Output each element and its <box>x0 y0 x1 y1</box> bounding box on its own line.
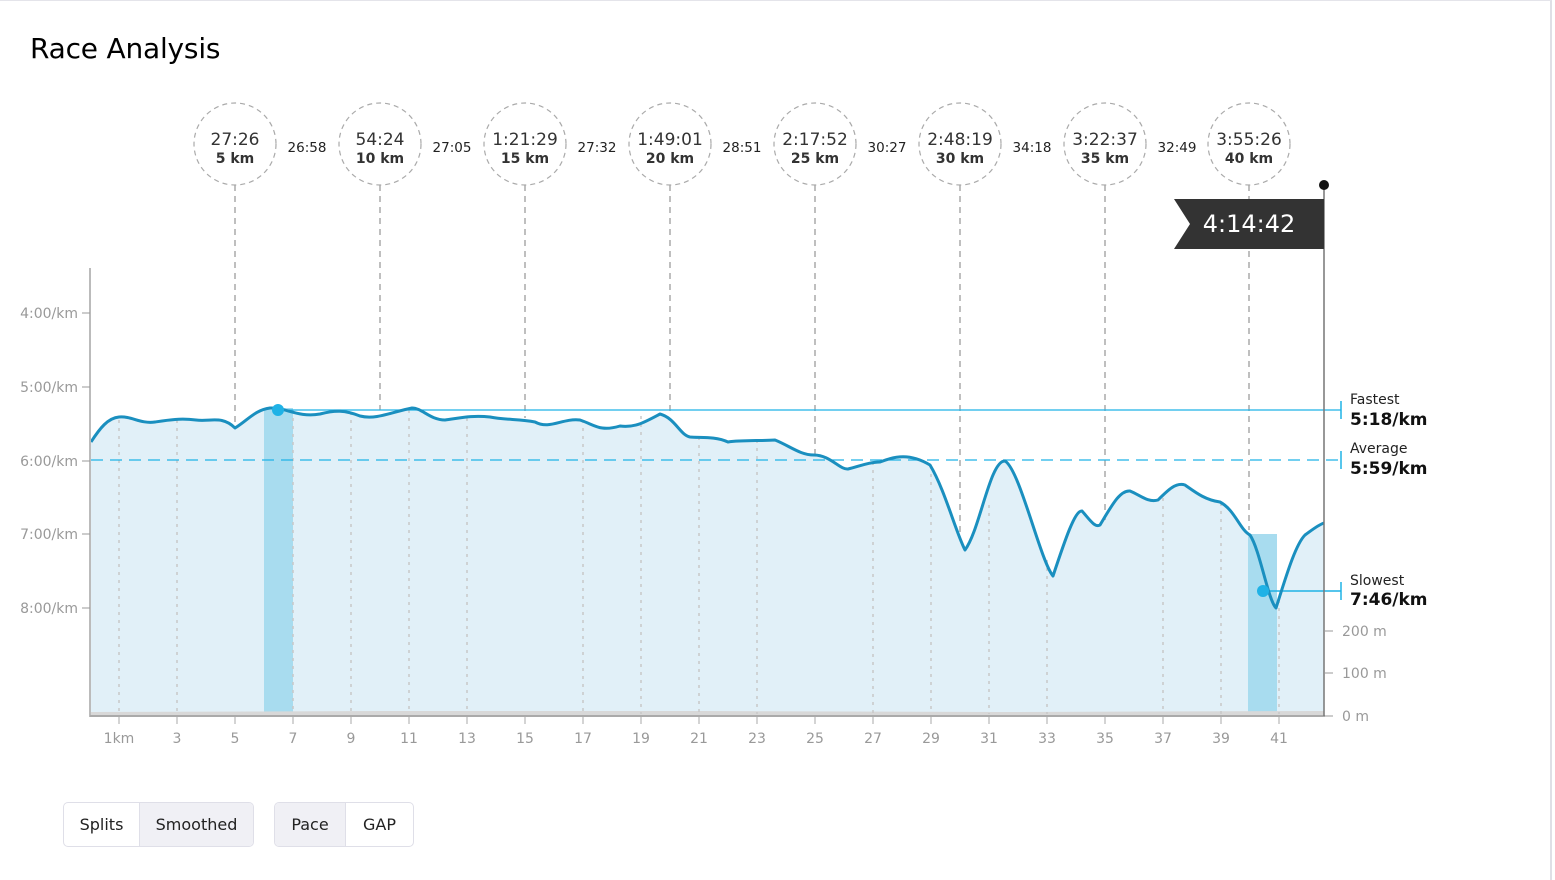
y-tick-label: 6:00/km <box>20 454 78 470</box>
x-tick-label: 27 <box>864 731 882 747</box>
pace-button[interactable]: Pace <box>275 803 346 846</box>
fastest-value: 5:18/km <box>1350 410 1428 430</box>
milestone-time: 27:26 <box>211 130 260 150</box>
x-tick-label: 3 <box>173 731 182 747</box>
x-axis-labels: 1km 3 5 7 9 11 13 15 17 19 21 23 25 27 2… <box>104 731 1288 747</box>
x-tick-label: 29 <box>922 731 940 747</box>
milestone-time: 54:24 <box>356 130 405 150</box>
splits-button[interactable]: Splits <box>64 803 140 846</box>
split-time: 34:18 <box>1013 140 1052 156</box>
milestone-time: 3:22:37 <box>1072 130 1138 150</box>
milestone-distance: 20 km <box>646 151 694 167</box>
finish-time: 4:14:42 <box>1203 210 1296 238</box>
y-tick-label: 5:00/km <box>20 380 78 396</box>
x-tick-label: 9 <box>347 731 356 747</box>
split-time: 26:58 <box>288 140 327 156</box>
x-tick-label: 35 <box>1096 731 1114 747</box>
x-tick-label: 33 <box>1038 731 1056 747</box>
y-tick-label: 7:00/km <box>20 527 78 543</box>
split-time: 30:27 <box>868 140 907 156</box>
milestone-distance: 25 km <box>791 151 839 167</box>
split-time: 28:51 <box>723 140 762 156</box>
milestone-circles <box>193 102 1291 186</box>
pace-area-fill <box>91 407 1324 715</box>
smoothed-button[interactable]: Smoothed <box>140 803 253 846</box>
x-tick-label: 31 <box>980 731 998 747</box>
milestone-distance: 40 km <box>1225 151 1273 167</box>
x-tick-label: 41 <box>1270 731 1288 747</box>
x-tick-label: 25 <box>806 731 824 747</box>
milestone-time: 1:49:01 <box>637 130 703 150</box>
fastest-marker[interactable] <box>272 404 284 416</box>
milestone-distance: 30 km <box>936 151 984 167</box>
y-axis-ticks <box>82 312 1333 717</box>
x-tick-label: 37 <box>1154 731 1172 747</box>
y-tick-label: 4:00/km <box>20 306 78 322</box>
pace-line <box>89 406 1325 610</box>
x-axis-ticks <box>118 717 1280 724</box>
km-gridlines <box>118 410 1280 714</box>
slowest-label: Slowest <box>1350 573 1405 589</box>
milestone-distance: 5 km <box>216 151 255 167</box>
milestone-distance: 35 km <box>1081 151 1129 167</box>
slowest-value: 7:46/km <box>1350 590 1428 610</box>
y-tick-label: 8:00/km <box>20 601 78 617</box>
milestone-time: 3:55:26 <box>1216 130 1282 150</box>
x-tick-label: 39 <box>1212 731 1230 747</box>
milestone-time: 2:48:19 <box>927 130 993 150</box>
x-tick-label: 7 <box>289 731 298 747</box>
x-tick-label: 21 <box>690 731 708 747</box>
x-tick-label: 19 <box>632 731 650 747</box>
elevation-tick-label: 100 m <box>1342 666 1387 682</box>
milestone-distance: 15 km <box>501 151 549 167</box>
x-tick-label: 5 <box>231 731 240 747</box>
milestone-time: 2:17:52 <box>782 130 848 150</box>
x-tick-label: 17 <box>574 731 592 747</box>
average-value: 5:59/km <box>1350 459 1428 479</box>
split-time: 32:49 <box>1158 140 1197 156</box>
elevation-tick-label: 0 m <box>1342 709 1369 725</box>
x-tick-label: 13 <box>458 731 476 747</box>
metric-toggle: Pace GAP <box>274 802 414 847</box>
finish-dot <box>1319 180 1329 190</box>
elevation-tick-label: 200 m <box>1342 624 1387 640</box>
display-mode-toggle: Splits Smoothed <box>63 802 254 847</box>
milestone-distance: 10 km <box>356 151 404 167</box>
average-label: Average <box>1350 441 1408 457</box>
milestone-time: 1:21:29 <box>492 130 558 150</box>
split-time: 27:05 <box>433 140 472 156</box>
fastest-km-highlight <box>264 408 293 714</box>
split-time: 27:32 <box>578 140 617 156</box>
page-title: Race Analysis <box>30 32 221 65</box>
gap-button[interactable]: GAP <box>363 815 396 834</box>
x-tick-label: 15 <box>516 731 534 747</box>
x-tick-label: 1km <box>104 731 135 747</box>
fastest-label: Fastest <box>1350 392 1400 408</box>
finish-flag <box>1174 199 1324 249</box>
elevation-area <box>91 711 1324 716</box>
x-tick-label: 11 <box>400 731 418 747</box>
slowest-marker[interactable] <box>1257 585 1269 597</box>
x-tick-label: 23 <box>748 731 766 747</box>
slowest-km-highlight <box>1248 534 1277 714</box>
